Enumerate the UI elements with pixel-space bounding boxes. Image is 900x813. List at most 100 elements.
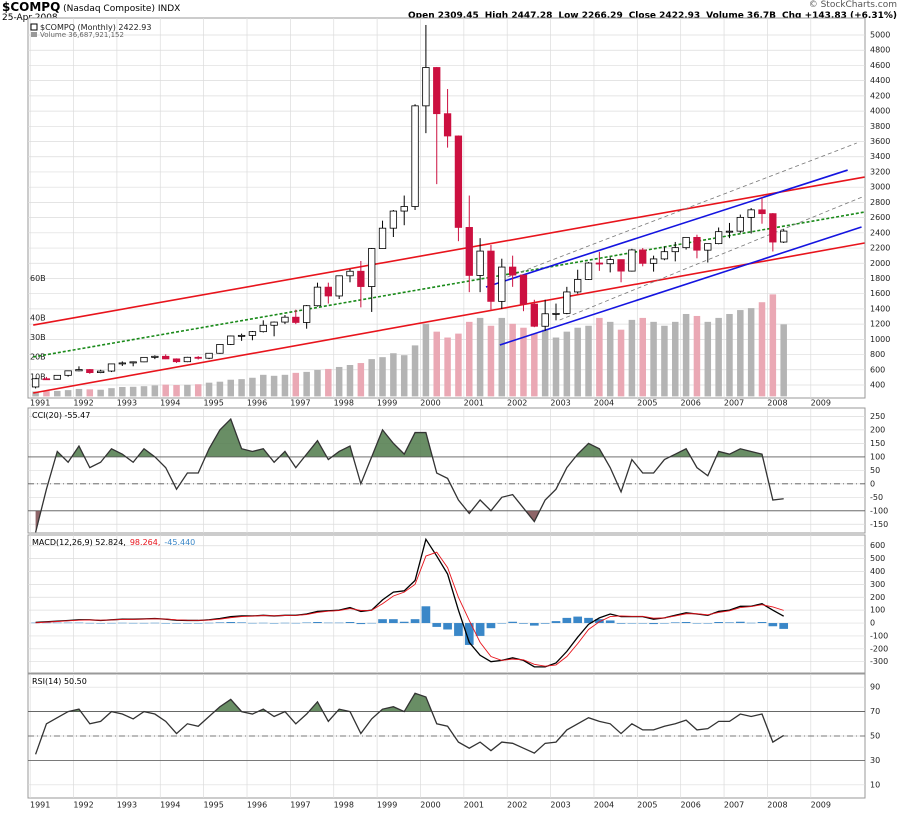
candle-body: [346, 270, 354, 277]
histogram-bar: [562, 617, 572, 624]
volume-bar: [75, 388, 83, 397]
quote-item: Chg +143.83 (+6.31%): [782, 11, 897, 21]
volume-bar: [455, 333, 462, 397]
y-tick-label: 3000: [870, 183, 890, 192]
x-tick-label: 2004: [594, 399, 614, 408]
histogram-bar: [486, 623, 496, 629]
volume-bar: [346, 365, 354, 397]
candle-body: [725, 230, 734, 233]
candle-body: [704, 243, 712, 251]
histogram-bar: [432, 623, 442, 627]
candle-body: [357, 270, 365, 287]
indicator-legend: CCI(20) -55.47: [32, 411, 90, 420]
candle-body: [31, 378, 40, 388]
volume-bar: [596, 317, 603, 397]
y-tick-label: 200: [870, 593, 885, 602]
y-tick-label: 1400: [870, 304, 890, 313]
y-tick-label: 100: [870, 606, 885, 615]
candle-body: [508, 266, 517, 276]
volume-bar: [737, 310, 744, 397]
volume-bar: [227, 379, 234, 397]
x-tick-label: 1998: [334, 399, 354, 408]
volume-bar: [325, 368, 332, 397]
y-tick-label: 150: [870, 439, 885, 448]
histogram-bar: [725, 622, 734, 624]
candle-body: [649, 258, 658, 264]
x-tick-label: 1996: [247, 399, 267, 408]
candle-body: [552, 312, 560, 315]
y-tick-label: 50: [870, 732, 880, 741]
volume-bar: [151, 385, 159, 397]
candle-body: [389, 210, 398, 229]
candle-body: [769, 213, 777, 243]
quote-item: Volume 36.7B: [706, 11, 777, 21]
x-tick-label: 1995: [203, 801, 223, 810]
histogram-bar: [302, 622, 311, 624]
candle-body: [530, 303, 538, 327]
volume-tick-label: 60B: [30, 274, 46, 283]
candle-body: [443, 113, 452, 137]
histogram-bar: [248, 622, 257, 624]
legend-entry: CCI(20) -55.47: [32, 411, 90, 420]
volume-bar: [487, 325, 495, 397]
indicator-line: [35, 551, 784, 667]
histogram-bar: [172, 623, 181, 624]
y-tick-label: 250: [870, 412, 885, 421]
x-tick-label: 1997: [290, 399, 310, 408]
title: $COMPQ (Nasdaq Composite) INDX: [2, 0, 180, 14]
copyright: © StockCharts.com: [808, 0, 897, 10]
volume-bar: [650, 321, 657, 397]
y-tick-label: 5000: [870, 31, 890, 40]
histogram-bar: [454, 623, 463, 636]
volume-bar: [661, 325, 668, 397]
volume-bar: [780, 324, 787, 397]
histogram-bar: [497, 623, 507, 624]
candle-body: [96, 370, 105, 373]
volume-bar: [238, 379, 245, 397]
volume-bar: [270, 375, 278, 397]
volume-bar: [173, 385, 180, 397]
legend-entry: 98.264,: [130, 538, 161, 547]
candle-body: [53, 374, 61, 380]
histogram-bar: [443, 623, 452, 630]
histogram-bar: [595, 619, 604, 624]
x-tick-label: 2000: [420, 399, 440, 408]
candle-body: [378, 227, 387, 249]
y-tick-label: 600: [870, 541, 885, 550]
histogram-bar: [204, 622, 214, 624]
volume-bar: [693, 315, 701, 397]
volume-tick-label: 10B: [30, 372, 46, 381]
y-tick-label: 3600: [870, 137, 890, 146]
volume-bar: [628, 319, 636, 397]
candle-body: [129, 361, 137, 364]
x-tick-label: 1997: [290, 801, 310, 810]
legend-price: $COMPQ (Monthly) 2422.93: [40, 23, 151, 32]
candle-body: [519, 274, 528, 305]
candle-body: [302, 305, 311, 323]
volume-bar: [747, 308, 755, 397]
volume-bar: [758, 302, 766, 397]
y-tick-label: 2400: [870, 228, 890, 237]
trendline: [499, 226, 862, 346]
candle-body: [107, 363, 116, 372]
volume-bar: [54, 390, 61, 397]
y-tick-label: 2000: [870, 259, 890, 268]
volume-bar: [32, 391, 39, 397]
candle-body: [237, 334, 246, 337]
histogram-bar: [746, 622, 756, 624]
volume-bar: [43, 391, 50, 397]
candle-body: [780, 230, 788, 243]
x-tick-label: 2005: [637, 399, 657, 408]
volume-bar: [531, 333, 538, 397]
candle-body: [64, 370, 72, 376]
y-tick-label: 600: [870, 365, 885, 374]
candle-body: [617, 259, 625, 272]
x-tick-label: 2005: [637, 801, 657, 810]
candle-body: [487, 250, 495, 302]
volume-bar: [205, 382, 213, 397]
histogram-bar: [269, 623, 279, 624]
candle-body: [194, 356, 202, 359]
candle-body: [42, 378, 51, 381]
y-tick-label: 30: [870, 756, 880, 765]
candle-body: [660, 251, 669, 260]
